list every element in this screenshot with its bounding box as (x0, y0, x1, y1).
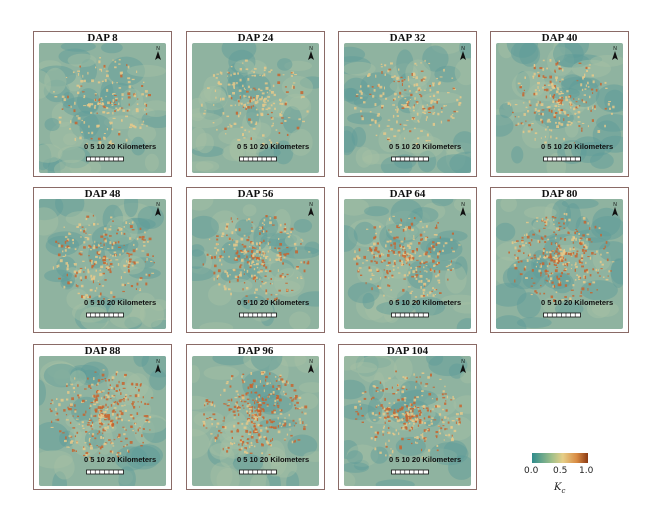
scale-bar (86, 156, 124, 162)
map-panel: DAP 8 N 0 5 10 20 Kilometers (33, 31, 172, 177)
kc-raster-map (39, 199, 166, 329)
svg-text:N: N (461, 359, 465, 365)
north-arrow-icon: N (155, 202, 161, 216)
map-panel: DAP 64 N 0 5 10 20 Kilometers (338, 187, 477, 333)
scale-bar-label: 0 5 10 20 Kilometers (84, 455, 157, 464)
panel-title: DAP 56 (237, 188, 274, 200)
svg-text:N: N (613, 46, 617, 52)
svg-text:N: N (461, 46, 465, 52)
north-arrow-icon: N (308, 46, 314, 60)
panel-title: DAP 40 (541, 32, 578, 44)
legend-tick-min: 0.0 (524, 466, 539, 476)
north-arrow-icon: N (460, 202, 466, 216)
scale-bar (86, 469, 124, 475)
kc-raster-map (39, 356, 166, 486)
svg-text:N: N (309, 46, 313, 52)
map-panel: DAP 24 N 0 5 10 20 Kilometers (186, 31, 325, 177)
kc-raster-map (496, 199, 623, 329)
north-arrow-icon: N (612, 202, 618, 216)
svg-text:N: N (156, 202, 160, 208)
scale-bar (86, 312, 124, 318)
scale-bar (391, 469, 429, 475)
scale-bar (391, 156, 429, 162)
kc-legend: 0.0 0.5 1.0 Kc (520, 451, 600, 501)
north-arrow-icon: N (612, 46, 618, 60)
scale-bar (543, 156, 581, 162)
map-panel: DAP 56 N 0 5 10 20 Kilometers (186, 187, 325, 333)
north-arrow-icon: N (460, 359, 466, 373)
legend-title: Kc (554, 482, 566, 495)
panel-title: DAP 104 (386, 345, 429, 357)
panel-title: DAP 24 (237, 32, 274, 44)
panel-title: DAP 96 (237, 345, 274, 357)
kc-color-ramp (532, 453, 588, 463)
map-panel: DAP 48 N 0 5 10 20 Kilometers (33, 187, 172, 333)
legend-tick-mid: 0.5 (553, 466, 568, 476)
scale-bar-label: 0 5 10 20 Kilometers (237, 298, 310, 307)
scale-bar (239, 312, 277, 318)
svg-text:N: N (613, 202, 617, 208)
panel-title: DAP 48 (84, 188, 121, 200)
north-arrow-icon: N (155, 46, 161, 60)
kc-raster-map (192, 356, 319, 486)
scale-bar (391, 312, 429, 318)
north-arrow-icon: N (308, 359, 314, 373)
scale-bar-label: 0 5 10 20 Kilometers (389, 298, 462, 307)
map-panel: DAP 32 N 0 5 10 20 Kilometers (338, 31, 477, 177)
panel-title: DAP 88 (84, 345, 121, 357)
svg-text:N: N (309, 359, 313, 365)
north-arrow-icon: N (460, 46, 466, 60)
scale-bar-label: 0 5 10 20 Kilometers (237, 142, 310, 151)
panel-title: DAP 8 (87, 32, 118, 44)
north-arrow-icon: N (155, 359, 161, 373)
scale-bar-label: 0 5 10 20 Kilometers (541, 298, 614, 307)
scale-bar-label: 0 5 10 20 Kilometers (389, 142, 462, 151)
kc-raster-map (496, 43, 623, 173)
svg-text:N: N (461, 202, 465, 208)
kc-raster-map (192, 199, 319, 329)
panel-title: DAP 32 (389, 32, 426, 44)
map-panel: DAP 40 N 0 5 10 20 Kilometers (490, 31, 629, 177)
north-arrow-icon: N (308, 202, 314, 216)
kc-raster-map (192, 43, 319, 173)
scale-bar (239, 156, 277, 162)
svg-text:N: N (156, 359, 160, 365)
kc-raster-map (39, 43, 166, 173)
scale-bar-label: 0 5 10 20 Kilometers (541, 142, 614, 151)
panel-title: DAP 64 (389, 188, 426, 200)
kc-raster-map (344, 199, 471, 329)
kc-raster-map (344, 43, 471, 173)
scale-bar-label: 0 5 10 20 Kilometers (237, 455, 310, 464)
scale-bar-label: 0 5 10 20 Kilometers (84, 298, 157, 307)
map-panel: DAP 88 N 0 5 10 20 Kilometers (33, 344, 172, 490)
scale-bar (543, 312, 581, 318)
kc-raster-map (344, 356, 471, 486)
scale-bar-label: 0 5 10 20 Kilometers (84, 142, 157, 151)
legend-tick-max: 1.0 (579, 466, 594, 476)
svg-text:N: N (309, 202, 313, 208)
map-panel: DAP 96 N 0 5 10 20 Kilometers (186, 344, 325, 490)
map-panel: DAP 80 N 0 5 10 20 Kilometers (490, 187, 629, 333)
scale-bar (239, 469, 277, 475)
scale-bar-label: 0 5 10 20 Kilometers (389, 455, 462, 464)
svg-text:N: N (156, 46, 160, 52)
map-panel: DAP 104 N 0 5 10 20 Kilometers (338, 344, 477, 490)
panel-title: DAP 80 (541, 188, 578, 200)
